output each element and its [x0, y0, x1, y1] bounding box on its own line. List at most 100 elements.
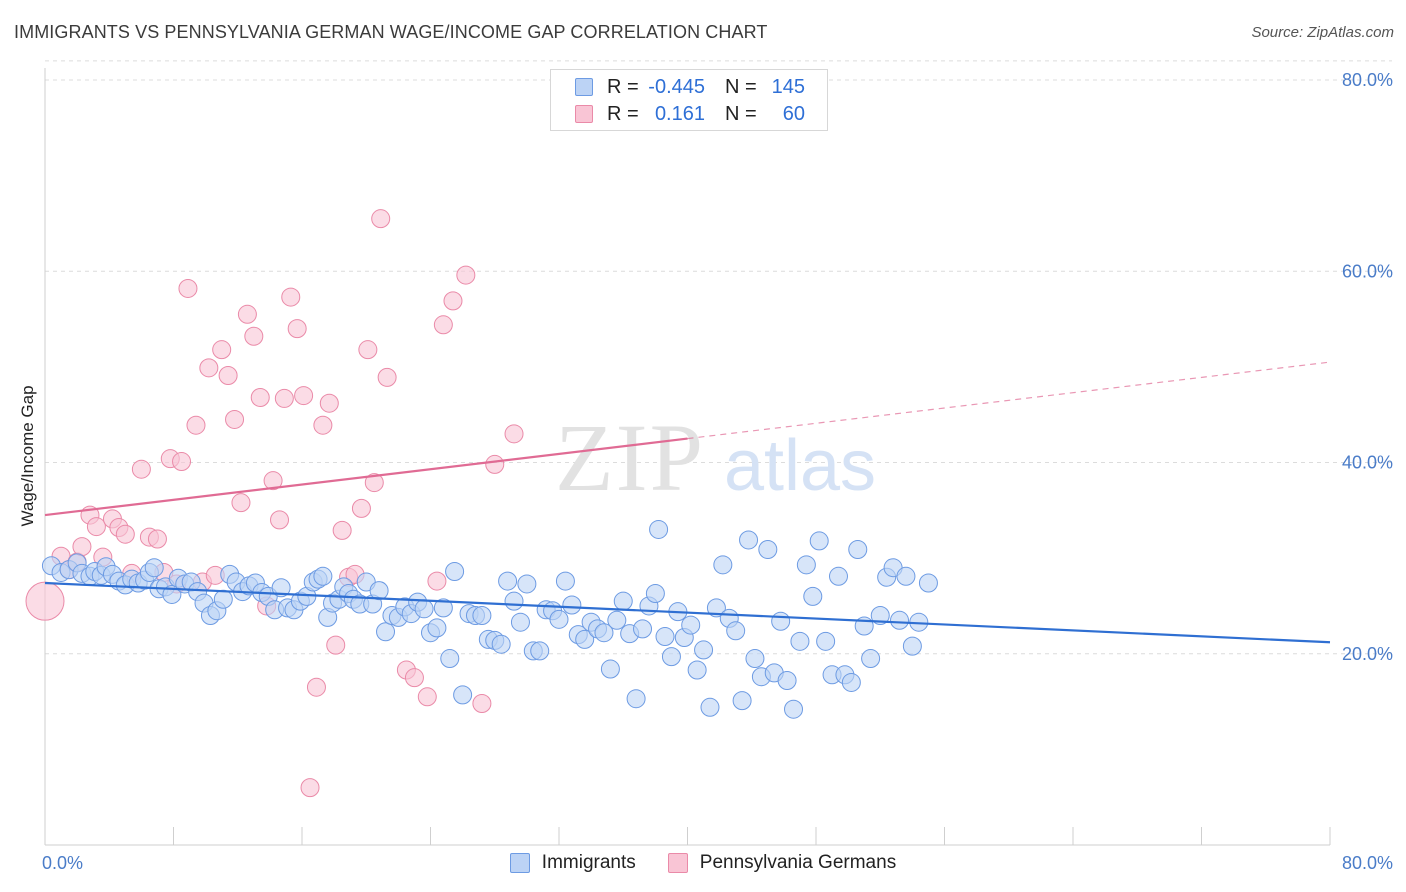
source-label: Source: ZipAtlas.com: [1251, 24, 1394, 41]
pennsylvania-germans-points: [25, 209, 524, 798]
pennsylvania-germans-point: [25, 581, 65, 621]
pennsylvania-germans-point: [472, 693, 492, 713]
immigrants-point: [694, 640, 714, 660]
immigrants-point: [745, 649, 765, 669]
pennsylvania-germans-point: [115, 524, 135, 544]
legend-label-immigrants: Immigrants: [541, 852, 636, 873]
r-label: R =: [607, 75, 639, 98]
legend-item-immigrants[interactable]: Immigrants: [509, 852, 636, 874]
immigrants-point: [144, 558, 164, 578]
immigrants-point: [633, 619, 653, 639]
immigrants-point: [213, 589, 233, 609]
pennsylvania-germans-point: [270, 510, 290, 530]
n-label: N =: [725, 102, 757, 125]
immigrants-point: [902, 636, 922, 656]
immigrants-point: [313, 566, 333, 586]
pennsylvania-germans-point: [274, 388, 294, 408]
pennsylvania-germans-point: [212, 340, 232, 360]
immigrants-point: [796, 555, 816, 575]
immigrants-point: [803, 586, 823, 606]
immigrants-point: [661, 647, 681, 667]
immigrants-point: [575, 629, 595, 649]
y-tick-label: 80.0%: [1342, 70, 1393, 90]
y-axis-title: Wage/Income Gap: [18, 385, 37, 526]
pennsylvania-germans-point: [287, 319, 307, 339]
y-tick-label: 60.0%: [1342, 261, 1393, 281]
pennsylvania-germans-point: [178, 278, 198, 298]
immigrants-point: [445, 562, 465, 582]
immigrants-point: [758, 540, 778, 560]
pennsylvania-germans-point: [358, 340, 378, 360]
pennsylvania-germans-point: [377, 367, 397, 387]
axis-labels: 20.0% 40.0% 60.0% 80.0% 0.0% 80.0% Wage/Income…: [18, 70, 1393, 873]
immigrants-swatch: [575, 78, 593, 96]
trend-lines: [44, 361, 1331, 644]
pennsylvania-germans-point: [456, 265, 476, 285]
immigrants-point: [649, 519, 669, 539]
legend-row-pennsylvania-germans: R = 0.161 N = 60: [575, 102, 805, 126]
immigrants-trend-line: [44, 581, 1331, 644]
immigrants-point: [626, 689, 646, 709]
immigrants-point: [784, 699, 804, 719]
pennsylvania-germans-swatch: [575, 105, 593, 123]
n-value: 60: [782, 102, 805, 125]
immigrants-point: [472, 606, 492, 625]
immigrants-point: [440, 649, 460, 669]
watermark-atlas: atlas: [724, 426, 876, 506]
immigrants-point: [433, 598, 453, 618]
immigrants-point: [549, 609, 569, 629]
pennsylvania-germans-point: [433, 315, 453, 335]
immigrants-point: [271, 578, 291, 598]
immigrants-point: [816, 631, 836, 651]
immigrants-swatch: [509, 853, 530, 873]
pennsylvania-germans-point: [218, 365, 238, 385]
immigrants-point: [504, 591, 524, 611]
immigrants-point: [687, 660, 707, 680]
immigrants-point: [427, 618, 447, 638]
immigrants-point: [491, 634, 511, 654]
pennsylvania-germans-point: [300, 778, 320, 798]
immigrants-point: [809, 531, 829, 551]
immigrants-point: [890, 610, 910, 630]
legend-row-immigrants: R = -0.445 N = 145: [575, 75, 805, 99]
immigrants-points: [41, 519, 938, 719]
pennsylvania-germans-point: [313, 415, 333, 435]
pennsylvania-germans-point: [237, 304, 257, 324]
pennsylvania-germans-point: [263, 471, 283, 491]
pennsylvania-germans-point: [404, 668, 424, 688]
legend-item-pennsylvania-germans[interactable]: Pennsylvania Germans: [667, 852, 896, 874]
pennsylvania-germans-point: [332, 520, 352, 540]
pennsylvania-germans-point: [294, 386, 314, 406]
chart-title: IMMIGRANTS VS PENNSYLVANIA GERMAN WAGE/I…: [14, 22, 768, 42]
immigrants-point: [732, 691, 752, 711]
n-label: N =: [725, 75, 757, 98]
pennsylvania-germans-point: [172, 452, 192, 472]
pennsylvania-germans-point: [186, 415, 206, 435]
immigrants-point: [681, 615, 701, 635]
pennsylvania-germans-point: [427, 571, 447, 591]
immigrants-point: [600, 659, 620, 679]
immigrants-point: [870, 606, 890, 625]
pennsylvania-germans-point: [417, 687, 437, 707]
pennsylvania-germans-point: [485, 454, 505, 474]
series-legend: Immigrants Pennsylvania Germans: [0, 852, 1406, 874]
r-value: -0.445: [648, 75, 705, 98]
watermark-zip: ZIP: [555, 404, 705, 511]
immigrants-point: [777, 671, 797, 691]
immigrants-point: [510, 612, 530, 632]
immigrants-point: [700, 697, 720, 717]
immigrants-point: [376, 622, 396, 642]
x-tick-label-max: 80.0%: [1342, 853, 1393, 873]
immigrants-point: [896, 566, 916, 586]
immigrants-point: [739, 530, 759, 550]
immigrants-point: [706, 598, 726, 618]
pennsylvania-germans-point: [72, 537, 92, 557]
pennsylvania-germans-point: [131, 459, 151, 479]
pennsylvania-germans-point: [250, 387, 270, 407]
immigrants-point: [562, 595, 582, 615]
watermark: ZIP atlas: [555, 404, 876, 511]
immigrants-point: [530, 641, 550, 661]
n-value: 145: [771, 75, 805, 98]
pennsylvania-germans-point: [504, 424, 524, 444]
pennsylvania-germans-swatch: [667, 853, 688, 873]
